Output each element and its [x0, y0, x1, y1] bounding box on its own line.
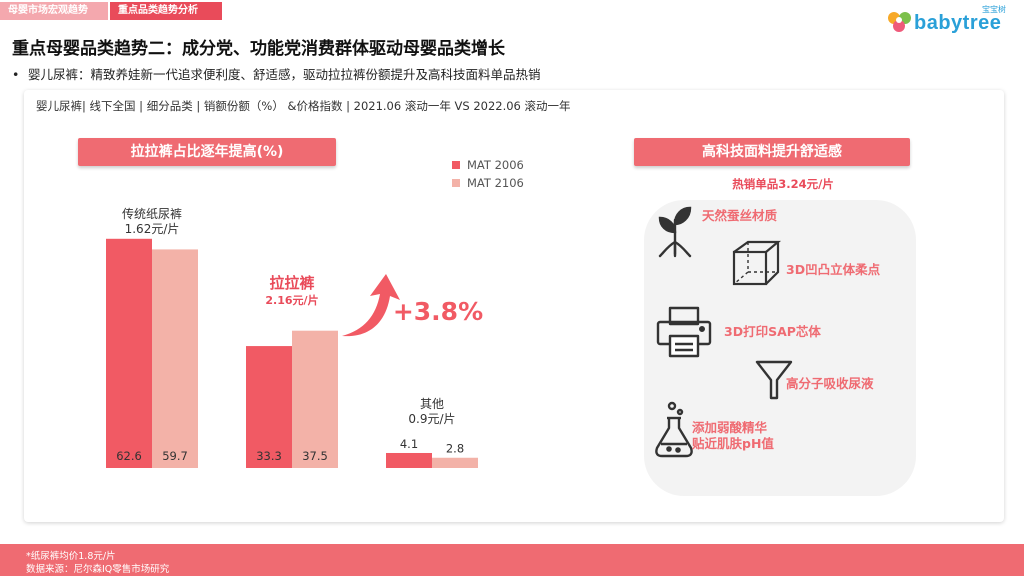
bar-value-label-2-1: 2.8: [446, 442, 464, 456]
feature-ph-line1: 添加弱酸精华: [692, 420, 768, 435]
feature-3d-soft: 3D凹凸立体柔点: [786, 262, 881, 277]
flask-icon: [655, 401, 693, 458]
right-heading: 高科技面料提升舒适感: [634, 138, 910, 166]
feature-silk: 天然蚕丝材质: [702, 208, 778, 223]
feature-ph: 添加弱酸精华 贴近肌肤pH值: [692, 420, 774, 452]
feature-ph-line2: 贴近肌肤pH值: [692, 436, 774, 451]
logo-small-text: 宝宝树: [982, 5, 1006, 14]
bar-0-1: [152, 249, 198, 468]
babytree-logo: 宝宝树 babytree: [886, 4, 1006, 34]
chart-legend: MAT 2006 MAT 2106: [452, 156, 524, 192]
bar-2-1: [432, 457, 478, 468]
bar-value-label-2-0: 4.1: [400, 437, 418, 451]
cube-icon: [732, 240, 782, 286]
bullet-dot: •: [12, 67, 20, 82]
logo-mark-icon: [888, 12, 911, 32]
legend-label-2: MAT 2106: [467, 176, 524, 190]
share-bar-chart: 62.6 59.7 33.3 37.5 4.1 2.8 传统纸尿裤1.62元/片拉拉裤2.1…: [106, 206, 483, 468]
printer-icon: [656, 306, 712, 358]
left-heading: 拉拉裤占比逐年提高(%): [78, 138, 336, 166]
category-price-0: 1.62元/片: [125, 222, 180, 236]
panel-note: 婴儿尿裤| 线下全国 | 细分品类 | 销额份额（%） &价格指数 | 2021…: [36, 99, 571, 113]
legend-label-1: MAT 2006: [467, 158, 524, 172]
bar-0-0: [106, 238, 152, 468]
footer-bar: *纸尿裤均价1.8元/片 数据来源：尼尔森IQ零售市场研究: [0, 544, 1024, 576]
legend-item-1: MAT 2006: [452, 156, 524, 174]
footer-note: *纸尿裤均价1.8元/片: [26, 551, 116, 562]
growth-arrow-icon: [342, 274, 400, 337]
bar-value-label-1-1: 37.5: [302, 449, 328, 463]
bar-value-label-0-0: 62.6: [116, 449, 142, 463]
category-label-2: 其他: [420, 397, 444, 411]
bar-value-label-1-0: 33.3: [256, 449, 282, 463]
funnel-icon: [755, 360, 793, 400]
legend-item-2: MAT 2106: [452, 174, 524, 192]
legend-swatch-1: [452, 161, 460, 169]
bar-1-0: [246, 346, 292, 468]
footer-source: 数据来源：尼尔森IQ零售市场研究: [26, 564, 170, 575]
category-label-0: 传统纸尿裤: [122, 206, 182, 221]
tab-market-macro[interactable]: 母婴市场宏观趋势: [0, 2, 108, 20]
logo-main-text: babytree: [914, 12, 1002, 34]
bar-value-label-0-1: 59.7: [162, 449, 188, 463]
growth-label: +3.8%: [393, 297, 483, 326]
category-label-1: 拉拉裤: [269, 274, 314, 292]
category-price-1: 2.16元/片: [265, 293, 318, 307]
bar-2-0: [386, 452, 432, 468]
legend-swatch-2: [452, 179, 460, 187]
category-price-2: 0.9元/片: [408, 412, 455, 426]
feature-3d-print: 3D打印SAP芯体: [724, 324, 821, 339]
bar-1-1: [292, 330, 338, 468]
feature-absorb: 高分子吸收尿液: [786, 376, 874, 391]
bullet-content: 婴儿尿裤：精致养娃新一代追求便利度、舒适感，驱动拉拉裤份额提升及高科技面料单品热…: [28, 67, 541, 82]
bullet-text: • 婴儿尿裤：精致养娃新一代追求便利度、舒适感，驱动拉拉裤份额提升及高科技面料单品…: [12, 64, 541, 83]
tab-category-trend[interactable]: 重点品类趋势分析: [110, 2, 222, 20]
plant-icon: [658, 206, 692, 258]
content-panel: 婴儿尿裤| 线下全国 | 细分品类 | 销额份额（%） &价格指数 | 2021…: [24, 90, 1004, 522]
hot-item-label: 热销单品3.24元/片: [732, 177, 834, 191]
top-bar: 母婴市场宏观趋势 重点品类趋势分析: [0, 0, 1024, 22]
page-title: 重点母婴品类趋势二：成分党、功能党消费群体驱动母婴品类增长: [12, 39, 505, 59]
